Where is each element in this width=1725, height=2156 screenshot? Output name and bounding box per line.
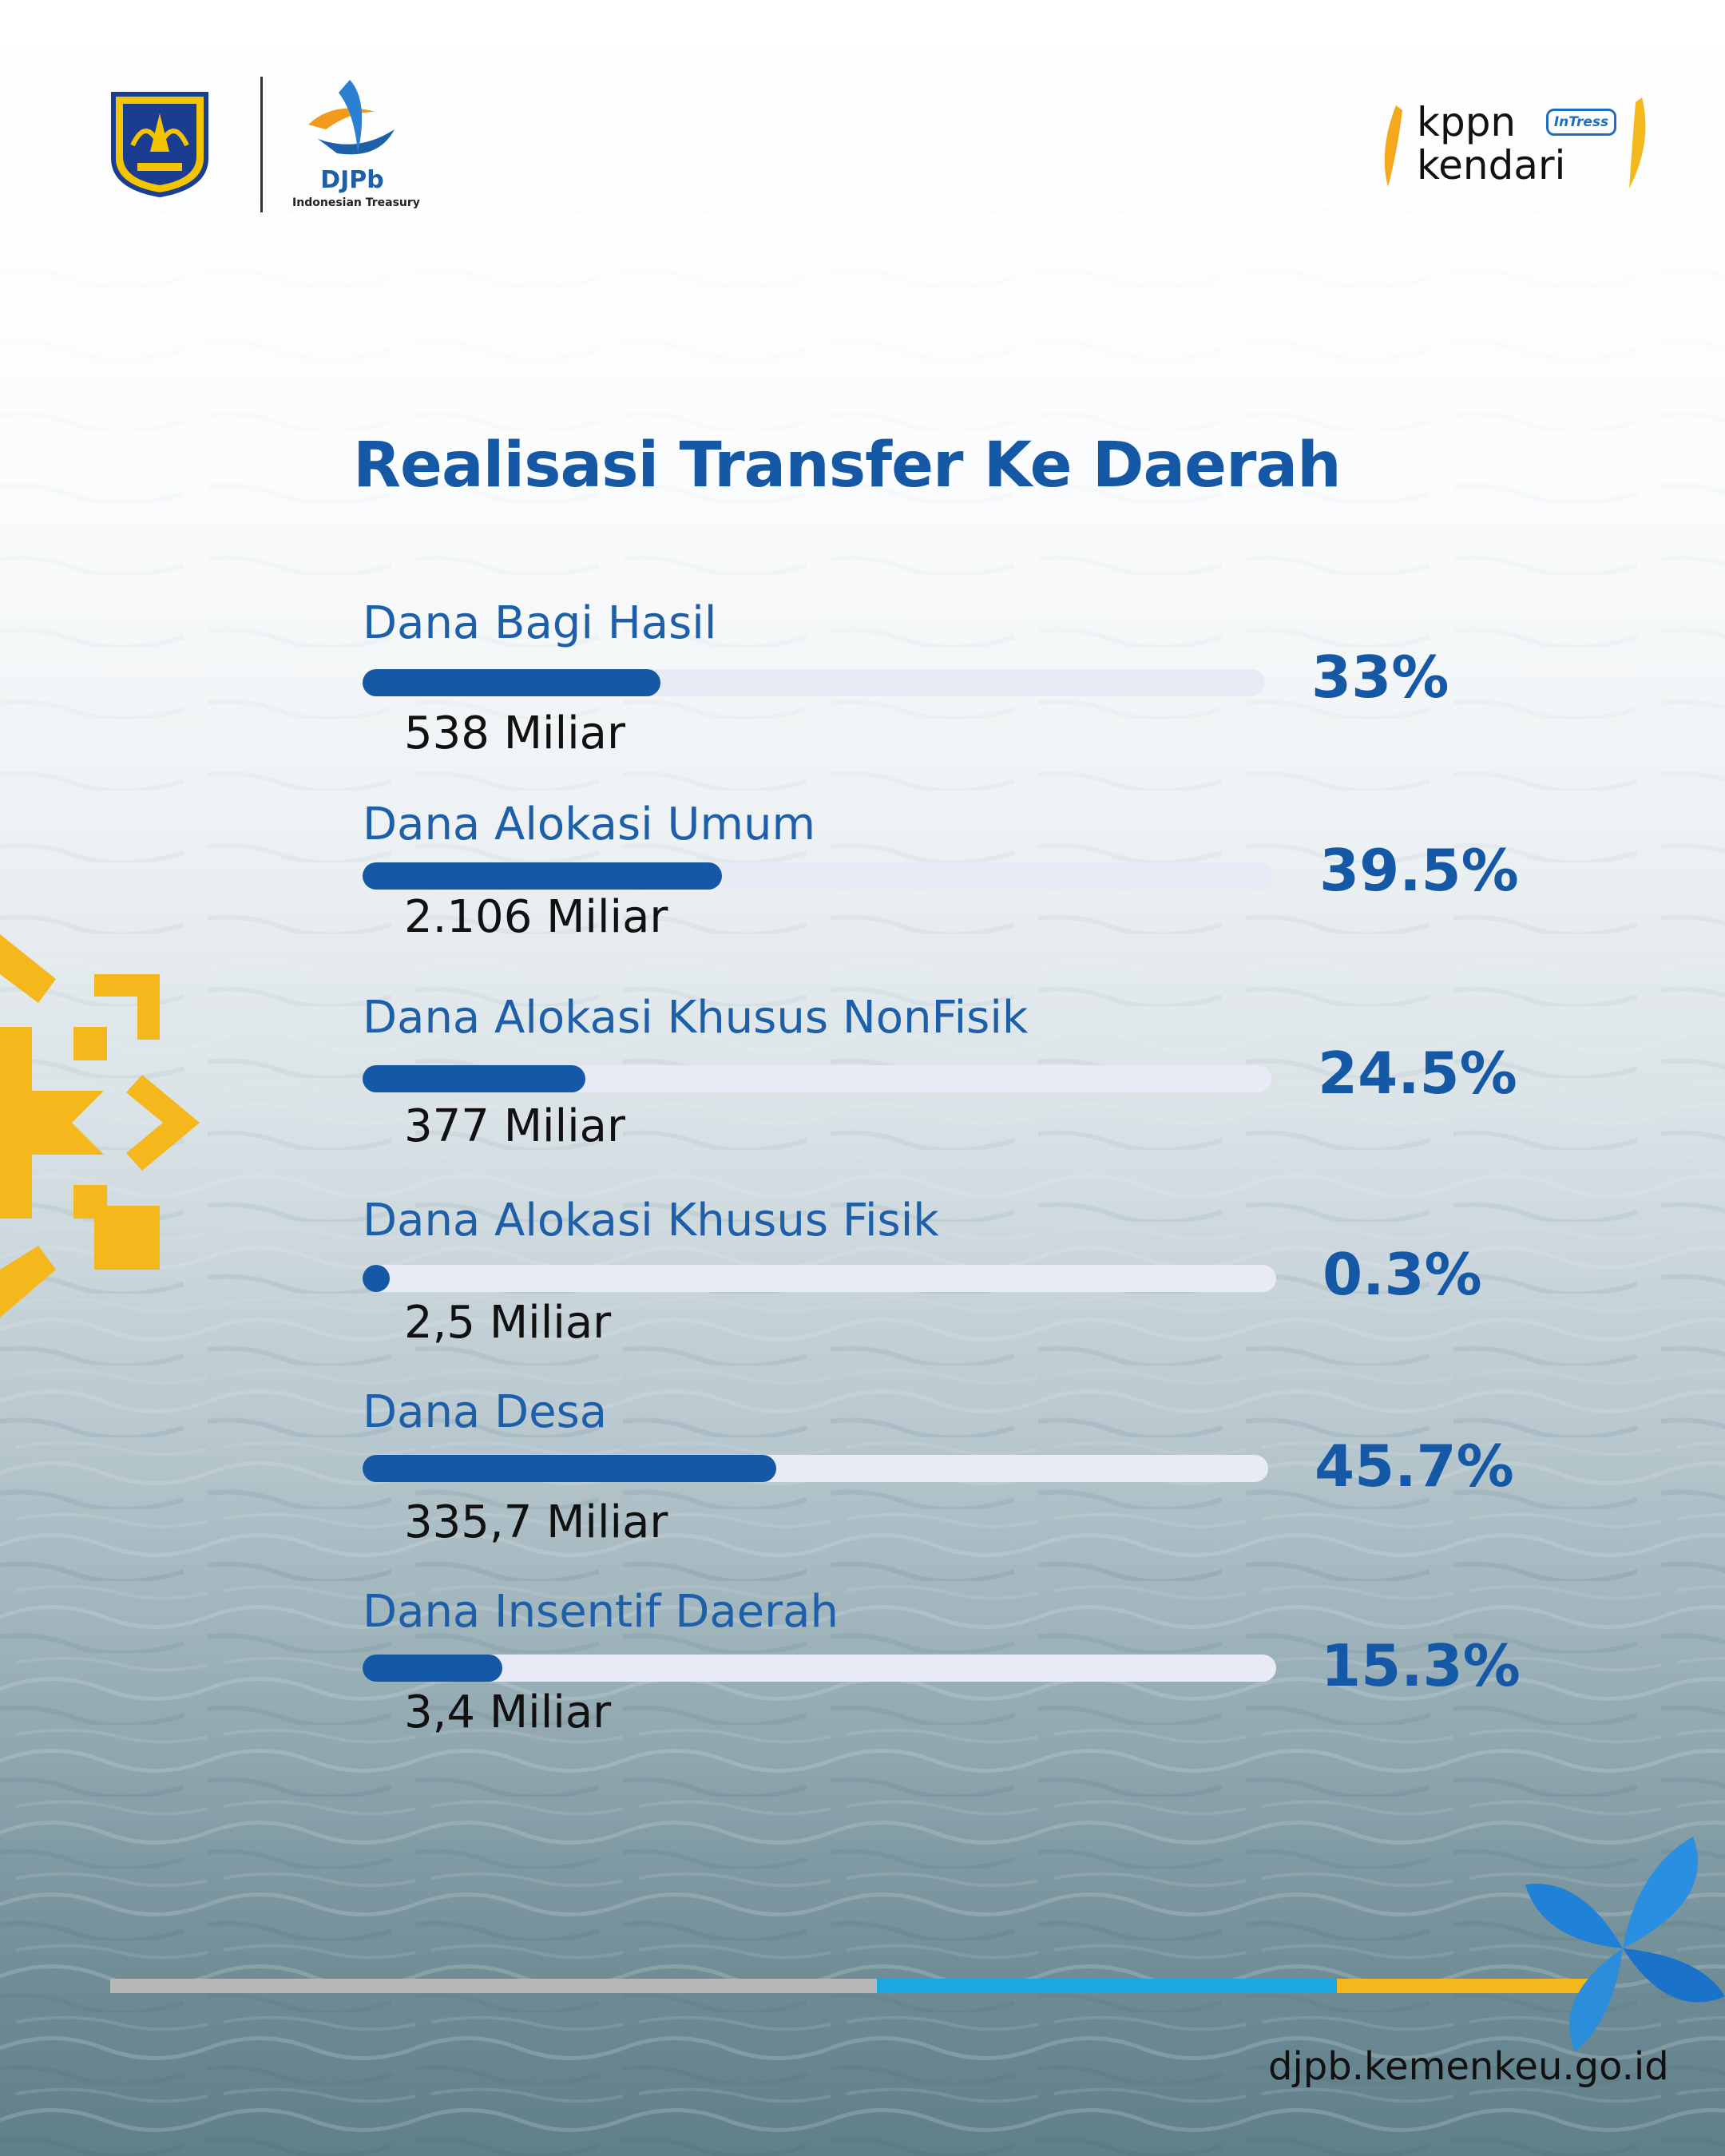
- djpb-logo-tagline: Indonesian Treasury: [292, 196, 420, 209]
- bar-track: [363, 1455, 1268, 1482]
- bar-label: Dana Alokasi Khusus NonFisik: [363, 992, 1029, 1044]
- bar-fill: [363, 862, 723, 890]
- kppn-brush-ornament-icon: [1384, 97, 1646, 188]
- bar-percent: 15.3%: [1321, 1632, 1521, 1699]
- bar-track: [363, 669, 1265, 696]
- intress-badge: InTress: [1546, 109, 1616, 136]
- kppn-logo-line2: kendari: [1417, 142, 1566, 188]
- bar-fill: [363, 1265, 390, 1292]
- bar-label: Dana Bagi Hasil: [363, 597, 717, 649]
- djpb-logo-icon: [308, 80, 395, 155]
- bar-track: [363, 1265, 1276, 1292]
- bar-fill: [363, 1655, 503, 1682]
- bar-label: Dana Insentif Daerah: [363, 1586, 839, 1638]
- bar-track: [363, 862, 1273, 890]
- bar-label: Dana Alokasi Khusus Fisik: [363, 1195, 939, 1246]
- kppn-logo-line1: kppn: [1417, 99, 1517, 145]
- bar-fill: [363, 1455, 777, 1482]
- bar-amount: 2,5 Miliar: [404, 1297, 612, 1349]
- bar-amount: 377 Miliar: [404, 1100, 626, 1152]
- bar-percent: 24.5%: [1318, 1040, 1517, 1107]
- bar-fill: [363, 669, 660, 696]
- djpb-logo-name: DJPb: [320, 166, 384, 194]
- flower-logo-icon: [1525, 1837, 1725, 2052]
- footer-url: djpb.kemenkeu.go.id: [1268, 2044, 1669, 2089]
- bar-amount: 538 Miliar: [404, 707, 626, 759]
- bar-track: [363, 1655, 1276, 1682]
- bar-percent: 0.3%: [1322, 1241, 1482, 1308]
- bar-percent: 33%: [1311, 644, 1449, 711]
- kemenkeu-emblem-icon: [111, 92, 208, 198]
- header-divider: [260, 77, 263, 212]
- bar-amount: 335,7 Miliar: [404, 1496, 668, 1548]
- bar-percent: 45.7%: [1315, 1433, 1514, 1500]
- bar-percent: 39.5%: [1319, 837, 1519, 904]
- bar-track: [363, 1065, 1271, 1092]
- bar-fill: [363, 1065, 585, 1092]
- bar-label: Dana Alokasi Umum: [363, 799, 816, 850]
- chart-title: Realisasi Transfer Ke Daerah: [353, 430, 1342, 501]
- bar-amount: 2.106 Miliar: [404, 891, 668, 943]
- left-geometric-ornament-icon: [0, 934, 200, 1318]
- bar-label: Dana Desa: [363, 1386, 608, 1438]
- bar-amount: 3,4 Miliar: [404, 1686, 612, 1738]
- footer-color-bar: [110, 1979, 1604, 1993]
